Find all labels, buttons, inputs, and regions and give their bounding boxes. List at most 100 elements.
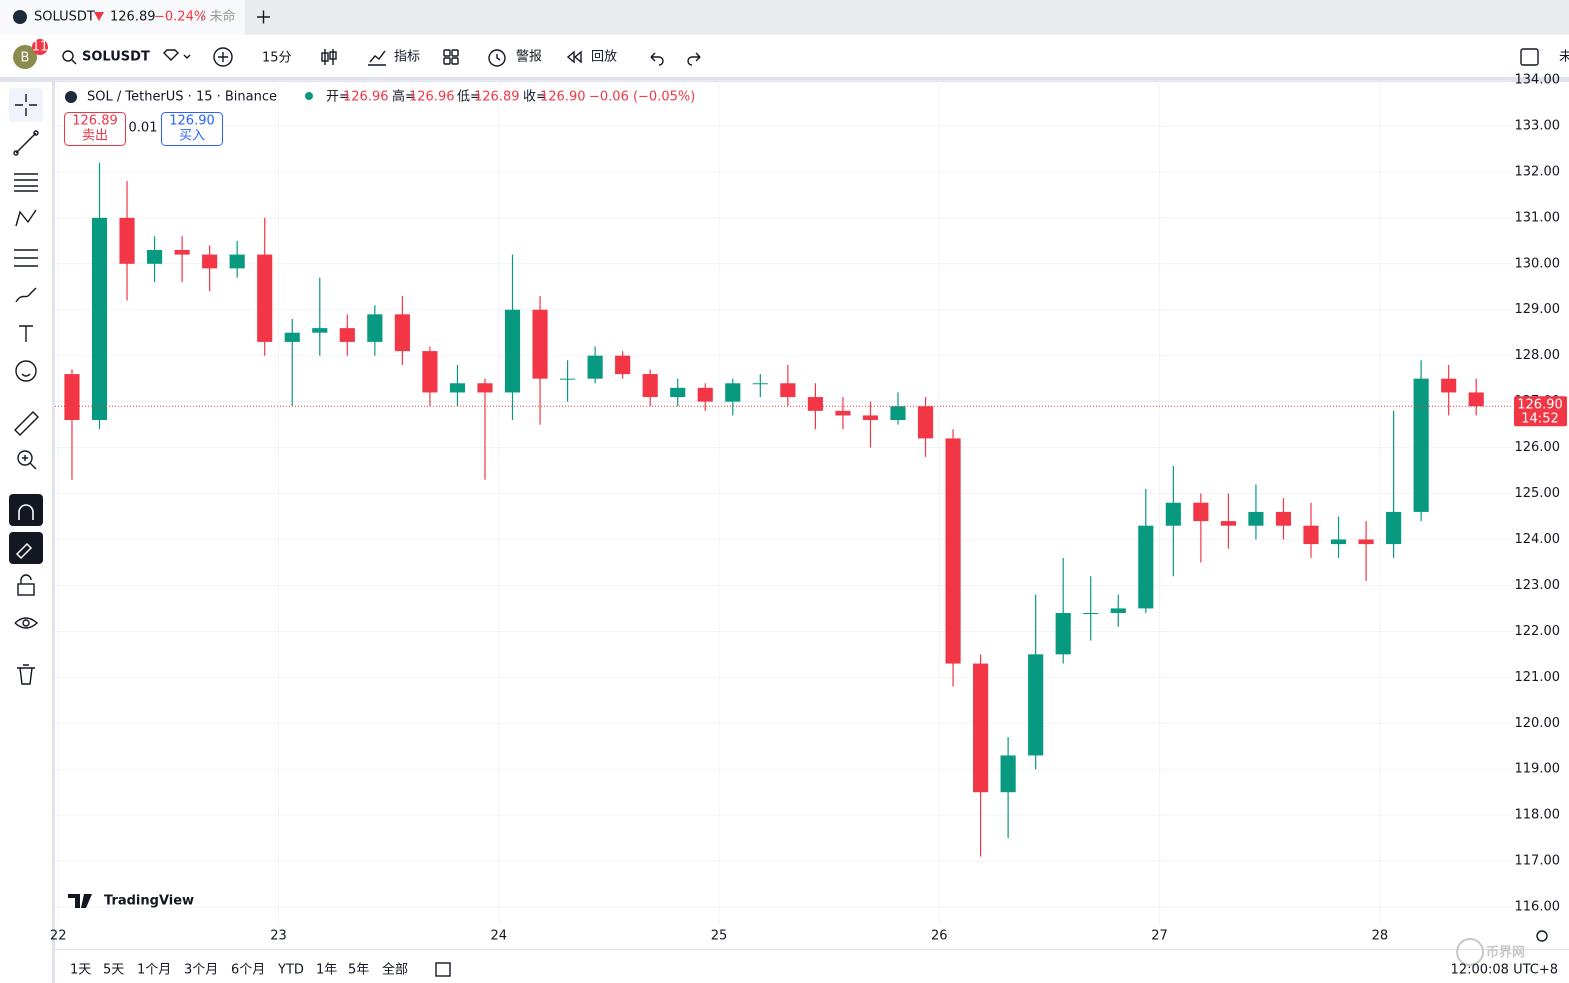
y-tick-label: 120.00: [1515, 716, 1561, 731]
watermark: TradingView: [104, 894, 194, 909]
y-tick-label: 133.00: [1515, 118, 1561, 133]
ohlc-value: 126.90: [540, 90, 586, 105]
ohlc-label: 收=: [523, 90, 547, 105]
search-icon: [62, 50, 74, 62]
bottom-bar: [55, 950, 1569, 983]
y-tick-label: 116.00: [1515, 900, 1561, 915]
symbol-search[interactable]: SOLUSDT: [82, 50, 150, 65]
down-arrow: [94, 12, 104, 21]
y-tick-label: 117.00: [1515, 854, 1561, 869]
candle-body: [890, 406, 906, 421]
candle-body: [917, 406, 934, 439]
candle-body: [1441, 378, 1457, 393]
goto-date[interactable]: [435, 962, 451, 977]
candle-body: [339, 328, 355, 342]
x-tick-label: 23: [270, 929, 287, 944]
y-tick-label: 134.00: [1515, 73, 1561, 88]
candle-body: [422, 351, 438, 393]
range-button[interactable]: 6个月: [231, 963, 265, 978]
y-tick-label: 132.00: [1515, 164, 1561, 179]
x-tick-label: 22: [50, 929, 67, 944]
y-tick-label: 121.00: [1515, 670, 1561, 685]
price-tag-label: 126.90: [1517, 398, 1563, 413]
candle-body: [1083, 613, 1099, 615]
site-logo: [1456, 938, 1484, 966]
redo[interactable]: [687, 52, 701, 66]
candle-body: [229, 254, 245, 269]
ohlc-value: 126.96: [343, 90, 389, 105]
avatar[interactable]: [13, 45, 37, 69]
candle-body: [1413, 378, 1429, 512]
candle-body: [312, 328, 328, 333]
coin-icon: [13, 10, 27, 24]
candle-body: [862, 415, 879, 421]
alert[interactable]: 警报: [516, 49, 542, 65]
buy-button[interactable]: [161, 112, 223, 146]
grid: [55, 80, 1512, 925]
candles: [64, 162, 1484, 857]
interval[interactable]: 15分: [262, 51, 292, 66]
range-button[interactable]: 5天: [103, 963, 124, 978]
range-button[interactable]: YTD: [277, 963, 304, 978]
spread: 0.01: [129, 121, 158, 136]
undo[interactable]: [650, 52, 664, 66]
candle-body: [1220, 521, 1236, 526]
settings[interactable]: [1536, 930, 1548, 942]
x-tick-label: 26: [931, 929, 948, 944]
tab-symbol: SOLUSDT: [34, 10, 95, 25]
y-tick-label: 123.00: [1515, 578, 1561, 593]
tab-change: −0.24%: [154, 10, 206, 25]
sell-button[interactable]: [64, 112, 126, 146]
candle-body: [560, 378, 576, 380]
candle-body: [119, 217, 135, 264]
range-button[interactable]: 1年: [316, 963, 337, 978]
x-tick-label: 24: [490, 929, 507, 944]
premium-icon[interactable]: [163, 49, 179, 61]
new-tab[interactable]: [257, 10, 270, 24]
replay-icon: [566, 50, 582, 64]
tab[interactable]: [0, 0, 245, 35]
candle-body: [394, 314, 410, 352]
y-tick-label: 130.00: [1515, 256, 1561, 271]
candle-body: [807, 397, 823, 411]
toolbar-right: 未: [1559, 50, 1569, 65]
indicators[interactable]: 指标: [394, 50, 420, 65]
ohlc-label: 高=: [392, 89, 416, 105]
y-tick-label: 131.00: [1515, 210, 1561, 225]
x-tick-label: 28: [1372, 929, 1389, 944]
y-tick-label: 128.00: [1515, 348, 1561, 363]
fullscreen[interactable]: [1520, 48, 1539, 66]
range-button[interactable]: 1天: [70, 963, 91, 978]
compare[interactable]: [213, 47, 233, 67]
candle-body: [945, 438, 961, 664]
range-button[interactable]: 3个月: [184, 963, 218, 978]
x-tick-label: 25: [711, 929, 728, 944]
time-axis: [55, 925, 1569, 950]
range-button[interactable]: 1个月: [137, 963, 171, 978]
candle-body: [1138, 525, 1154, 609]
candle-body: [284, 332, 300, 342]
y-tick-label: 122.00: [1515, 624, 1561, 639]
candle-body: [1468, 392, 1484, 407]
y-tick-label: 118.00: [1515, 808, 1561, 823]
candle-body: [697, 387, 713, 402]
candle-body: [725, 383, 741, 402]
sell-price: 126.89: [72, 114, 118, 129]
toolbar: [0, 35, 1569, 77]
ohlc-change: −0.06 (−0.05%): [589, 90, 695, 105]
site-watermark: 币界网: [1486, 945, 1525, 961]
countdown: 14:52: [1521, 412, 1558, 427]
candle-body: [147, 250, 163, 264]
alert-icon: [488, 49, 506, 67]
drawing-tools[interactable]: [9, 88, 43, 685]
candle-body: [642, 374, 658, 398]
range-button[interactable]: 5年: [348, 963, 369, 978]
candle-body: [1330, 539, 1347, 545]
candle-body: [1055, 613, 1071, 655]
price-axis: [1512, 82, 1569, 925]
candle-body: [1110, 608, 1126, 614]
layout-icon[interactable]: [443, 49, 451, 57]
replay[interactable]: 回放: [591, 50, 617, 65]
range-button[interactable]: 全部: [382, 962, 408, 978]
